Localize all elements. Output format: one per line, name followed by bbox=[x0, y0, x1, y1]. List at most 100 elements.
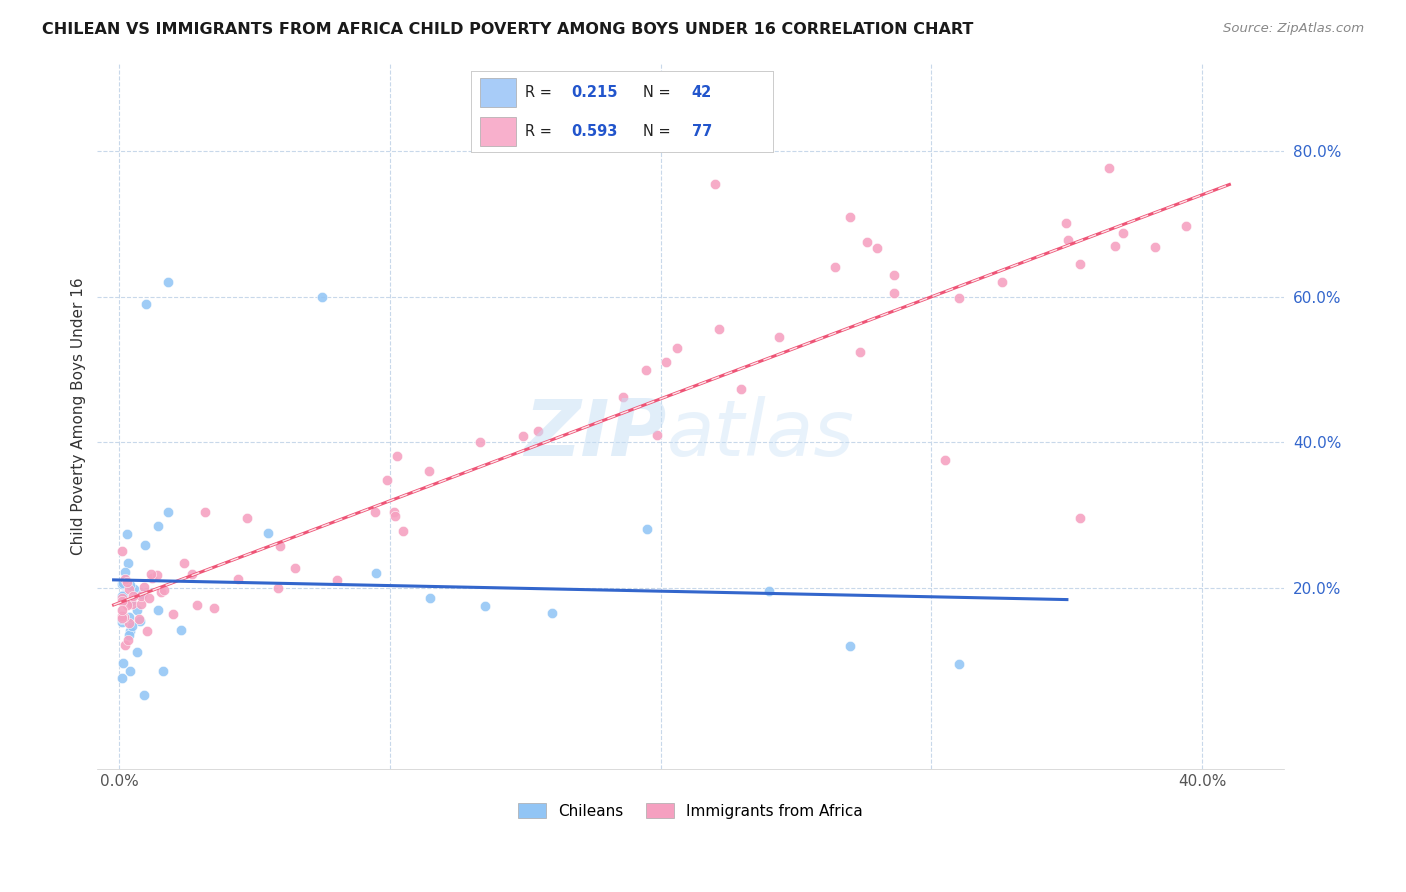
Point bbox=[541, 606, 564, 620]
Point bbox=[111, 671, 134, 685]
Point bbox=[111, 612, 134, 626]
Point bbox=[146, 603, 169, 617]
Point bbox=[474, 599, 496, 613]
Point bbox=[170, 624, 193, 638]
Point bbox=[1143, 240, 1166, 254]
Point bbox=[120, 593, 142, 607]
Point bbox=[384, 509, 406, 524]
Point bbox=[824, 260, 846, 274]
Point bbox=[855, 235, 877, 249]
Point bbox=[117, 556, 139, 570]
Point bbox=[257, 526, 280, 541]
Point bbox=[127, 645, 149, 659]
Point bbox=[1054, 216, 1077, 230]
Point bbox=[226, 572, 249, 586]
Point bbox=[114, 572, 136, 586]
Point bbox=[162, 607, 184, 622]
Point bbox=[118, 628, 141, 642]
Point bbox=[634, 362, 657, 376]
Point bbox=[666, 341, 689, 355]
Point bbox=[326, 573, 349, 587]
Point bbox=[145, 567, 167, 582]
Point bbox=[120, 624, 142, 639]
Point bbox=[121, 618, 143, 632]
Point bbox=[655, 355, 678, 369]
Point bbox=[1069, 257, 1091, 271]
Point bbox=[129, 589, 152, 603]
Point bbox=[181, 567, 204, 582]
Point bbox=[1104, 238, 1126, 252]
Point bbox=[117, 582, 139, 596]
Point bbox=[138, 591, 160, 605]
Point bbox=[111, 656, 134, 670]
Point bbox=[111, 611, 134, 625]
Point bbox=[120, 664, 142, 678]
Point bbox=[118, 578, 141, 592]
Point bbox=[385, 449, 408, 463]
Point bbox=[883, 285, 905, 300]
Point bbox=[284, 561, 307, 575]
Point bbox=[364, 505, 387, 519]
Point bbox=[202, 600, 225, 615]
Point bbox=[111, 575, 134, 590]
Point bbox=[146, 519, 169, 533]
Point bbox=[883, 268, 905, 283]
Point bbox=[948, 657, 970, 671]
Point bbox=[111, 615, 134, 629]
Point bbox=[707, 322, 730, 336]
Point bbox=[1175, 219, 1198, 233]
Point bbox=[865, 241, 887, 255]
Point bbox=[135, 297, 157, 311]
Point bbox=[111, 603, 134, 617]
Point bbox=[269, 539, 291, 553]
Point bbox=[311, 290, 333, 304]
Point bbox=[111, 589, 134, 603]
Point bbox=[152, 664, 174, 678]
Point bbox=[375, 473, 398, 487]
Point bbox=[118, 610, 141, 624]
Point bbox=[186, 599, 208, 613]
Point bbox=[114, 565, 136, 579]
Y-axis label: Child Poverty Among Boys Under 16: Child Poverty Among Boys Under 16 bbox=[72, 278, 86, 556]
Point bbox=[758, 584, 780, 599]
Point bbox=[419, 591, 441, 606]
Point bbox=[173, 556, 195, 570]
Point bbox=[647, 428, 669, 442]
Point bbox=[267, 582, 290, 596]
Point bbox=[115, 598, 138, 612]
Point bbox=[114, 638, 136, 652]
Point bbox=[730, 382, 752, 396]
Point bbox=[236, 511, 259, 525]
Point bbox=[111, 543, 134, 558]
Point bbox=[934, 453, 956, 467]
Point bbox=[129, 597, 152, 611]
Point bbox=[156, 505, 179, 519]
Legend: Chileans, Immigrants from Africa: Chileans, Immigrants from Africa bbox=[512, 797, 869, 825]
Point bbox=[849, 345, 872, 359]
Point bbox=[612, 390, 634, 404]
Point bbox=[991, 276, 1014, 290]
Point bbox=[111, 609, 134, 624]
Point bbox=[392, 524, 415, 538]
Text: atlas: atlas bbox=[666, 396, 855, 472]
Point bbox=[768, 330, 790, 344]
Point bbox=[132, 688, 155, 702]
Point bbox=[134, 538, 156, 552]
Point bbox=[135, 624, 157, 639]
Point bbox=[112, 588, 135, 602]
Point bbox=[121, 598, 143, 612]
Text: ZIP: ZIP bbox=[524, 396, 666, 472]
Point bbox=[382, 505, 405, 519]
Point bbox=[703, 177, 725, 191]
Point bbox=[122, 582, 145, 597]
Point bbox=[1057, 233, 1080, 247]
Point bbox=[948, 291, 970, 305]
Point bbox=[132, 580, 155, 594]
Point bbox=[118, 615, 141, 630]
Point bbox=[1112, 227, 1135, 241]
Point bbox=[117, 632, 139, 647]
Point bbox=[366, 566, 388, 580]
Point bbox=[141, 570, 163, 584]
Point bbox=[839, 210, 862, 224]
Point bbox=[141, 567, 163, 582]
